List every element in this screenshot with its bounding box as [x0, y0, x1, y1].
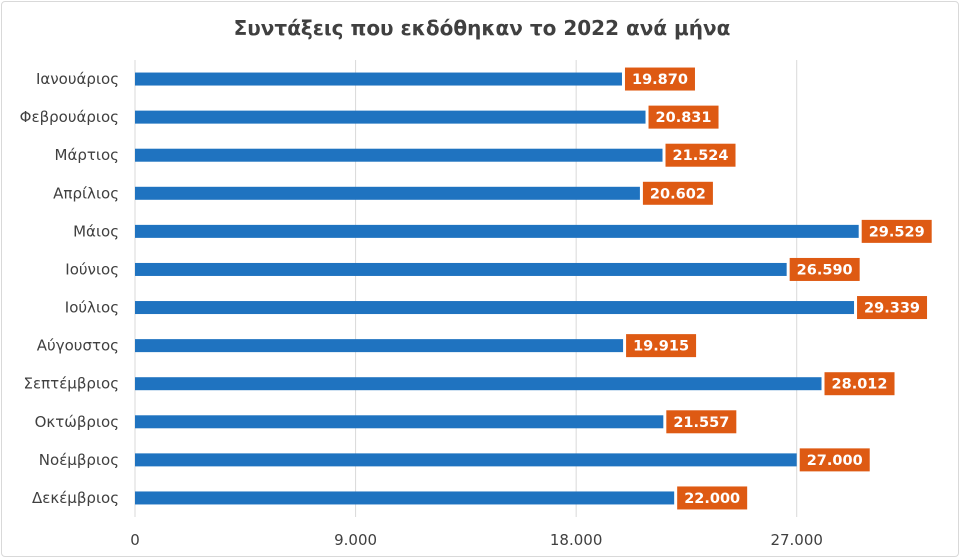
data-label-box — [626, 334, 697, 358]
data-label-box — [677, 486, 748, 510]
chart-title: Συντάξεις που εκδόθηκαν το 2022 ανά μήνα — [234, 16, 731, 40]
bar — [135, 301, 855, 315]
bar — [135, 72, 622, 86]
category-labels: Ιανουάριος Φεβρουάριος Μάρτιος Απρίλιος Μάιο… — [20, 70, 119, 507]
data-label: 27.000 — [807, 453, 863, 469]
bar — [135, 491, 675, 505]
bar — [135, 339, 624, 353]
data-label-box — [861, 219, 932, 243]
data-label-box — [824, 372, 895, 396]
data-label: 29.529 — [869, 224, 925, 240]
data-label: 19.915 — [633, 339, 689, 355]
bar — [135, 453, 797, 467]
data-label: 20.831 — [656, 110, 712, 126]
bars — [135, 72, 859, 505]
category-label: Νοέμβριος — [39, 451, 119, 469]
data-label-box — [799, 448, 870, 472]
bar — [135, 110, 646, 124]
category-label: Ιούνιος — [65, 260, 119, 278]
data-label: 21.557 — [673, 415, 729, 431]
x-tick-label: 9.000 — [334, 531, 377, 549]
data-label: 19.870 — [632, 72, 688, 88]
x-tick-label: 27.000 — [770, 531, 823, 549]
data-label: 22.000 — [684, 491, 740, 507]
category-label: Δεκέμβριος — [32, 489, 119, 507]
category-label: Απρίλιος — [53, 184, 119, 202]
bar — [135, 148, 663, 162]
data-label: 29.339 — [864, 301, 920, 317]
category-label: Ιανουάριος — [36, 70, 119, 88]
data-label: 20.602 — [650, 186, 706, 202]
category-label: Φεβρουάριος — [20, 108, 119, 126]
data-label-box — [789, 257, 860, 281]
data-label: 21.524 — [673, 148, 729, 164]
gridlines — [134, 60, 798, 517]
bar — [135, 262, 787, 276]
bar — [135, 186, 640, 200]
data-labels: 19.870 20.831 21.524 20.602 29.529 26.590 29.3… — [624, 67, 932, 510]
bar — [135, 224, 859, 238]
data-label-box — [648, 105, 719, 129]
category-label: Σεπτέμβριος — [24, 375, 119, 393]
category-label: Αύγουστος — [37, 337, 119, 355]
data-label-box — [665, 143, 736, 167]
bar — [135, 415, 664, 429]
category-label: Μάρτιος — [55, 146, 119, 164]
data-label: 26.590 — [797, 262, 853, 278]
category-label: Ιούλιος — [65, 299, 119, 317]
x-axis-ticks: 0 9.000 18.000 27.000 — [130, 531, 823, 549]
category-label: Μάιος — [73, 222, 119, 240]
data-label: 28.012 — [832, 377, 888, 393]
bar — [135, 377, 822, 391]
data-label-box — [666, 410, 737, 434]
data-label-box — [857, 296, 928, 320]
x-tick-label: 0 — [130, 531, 140, 549]
data-label-box — [642, 181, 713, 205]
category-label: Οκτώβριος — [35, 413, 119, 431]
data-label-box — [624, 67, 695, 91]
x-tick-label: 18.000 — [550, 531, 603, 549]
